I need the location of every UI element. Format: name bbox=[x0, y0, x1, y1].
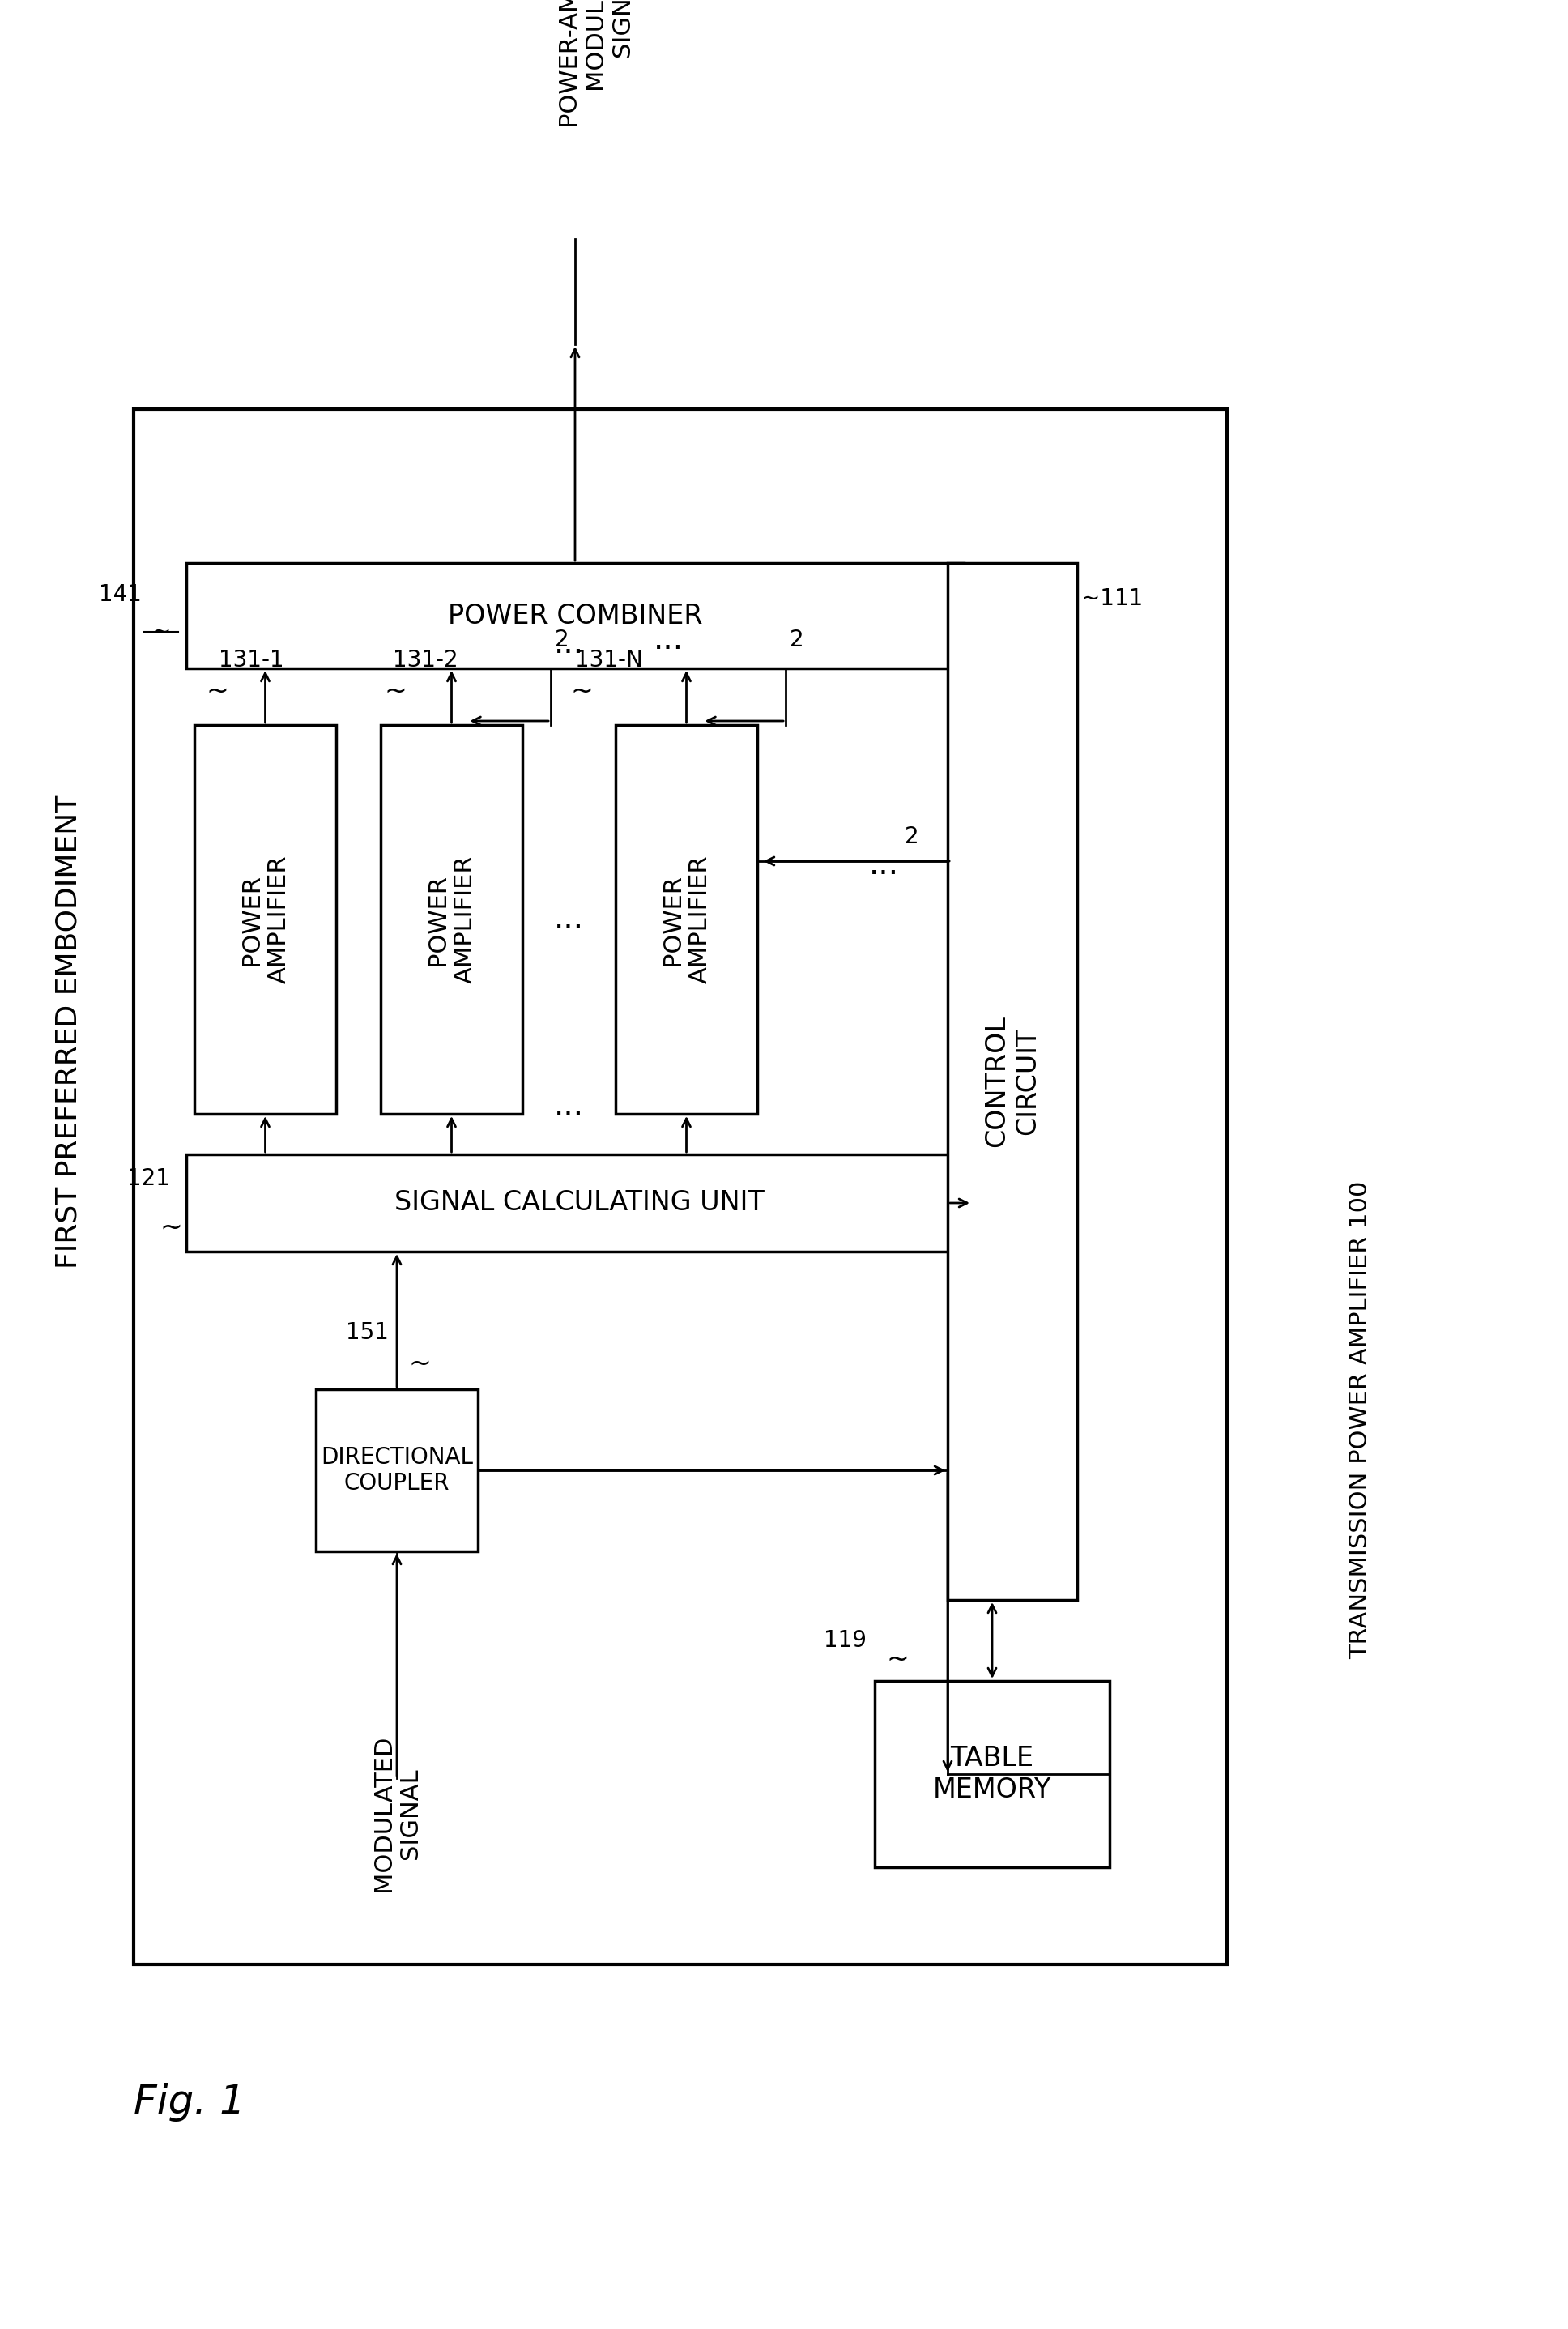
Text: 131-2: 131-2 bbox=[394, 650, 458, 671]
Text: CONTROL
CIRCUIT: CONTROL CIRCUIT bbox=[983, 1015, 1041, 1148]
Bar bbox=[875, 1682, 1110, 1868]
Bar bbox=[381, 724, 522, 1113]
Text: ~: ~ bbox=[409, 1351, 431, 1376]
Bar bbox=[187, 564, 964, 668]
Text: 119: 119 bbox=[823, 1628, 867, 1651]
Text: Fig. 1: Fig. 1 bbox=[133, 2082, 246, 2122]
Text: POWER
AMPLIFIER: POWER AMPLIFIER bbox=[240, 855, 290, 983]
Text: ...: ... bbox=[869, 850, 898, 880]
Bar bbox=[194, 724, 336, 1113]
Text: 2: 2 bbox=[790, 629, 804, 652]
Text: FIRST PREFERRED EMBODIMENT: FIRST PREFERRED EMBODIMENT bbox=[55, 794, 83, 1269]
Text: POWER-AMPLIFIED
MODULATED
SIGNAL: POWER-AMPLIFIED MODULATED SIGNAL bbox=[557, 0, 633, 126]
Text: ~: ~ bbox=[160, 1213, 182, 1241]
Text: ...: ... bbox=[654, 624, 684, 654]
Bar bbox=[187, 1155, 972, 1251]
Bar bbox=[133, 410, 1228, 1963]
Bar bbox=[616, 724, 757, 1113]
Text: DIRECTIONAL
COUPLER: DIRECTIONAL COUPLER bbox=[321, 1446, 474, 1495]
Text: ~: ~ bbox=[571, 678, 594, 706]
Text: 151: 151 bbox=[347, 1321, 389, 1344]
Text: 131-N: 131-N bbox=[575, 650, 643, 671]
Text: SIGNAL CALCULATING UNIT: SIGNAL CALCULATING UNIT bbox=[394, 1190, 764, 1216]
Text: MODULATED
SIGNAL: MODULATED SIGNAL bbox=[372, 1735, 422, 1891]
Text: 131-1: 131-1 bbox=[218, 650, 284, 671]
Text: POWER
AMPLIFIER: POWER AMPLIFIER bbox=[426, 855, 477, 983]
Text: TRANSMISSION POWER AMPLIFIER 100: TRANSMISSION POWER AMPLIFIER 100 bbox=[1348, 1181, 1372, 1658]
Text: ...: ... bbox=[554, 629, 583, 659]
Text: ~: ~ bbox=[152, 620, 171, 643]
Text: 121: 121 bbox=[127, 1167, 169, 1190]
Text: ~: ~ bbox=[207, 678, 229, 706]
Text: TABLE
MEMORY: TABLE MEMORY bbox=[933, 1744, 1052, 1803]
Text: 2: 2 bbox=[555, 629, 569, 652]
Text: ~: ~ bbox=[887, 1647, 909, 1672]
Bar bbox=[947, 564, 1077, 1600]
Text: POWER COMBINER: POWER COMBINER bbox=[447, 603, 702, 629]
Text: 2: 2 bbox=[905, 824, 919, 848]
Text: POWER
AMPLIFIER: POWER AMPLIFIER bbox=[662, 855, 712, 983]
Text: ~: ~ bbox=[384, 678, 408, 706]
Text: 141: 141 bbox=[99, 582, 141, 606]
Bar bbox=[315, 1390, 478, 1551]
Text: ...: ... bbox=[554, 1090, 583, 1120]
Text: ~111: ~111 bbox=[1082, 587, 1143, 610]
Text: ...: ... bbox=[554, 904, 583, 934]
